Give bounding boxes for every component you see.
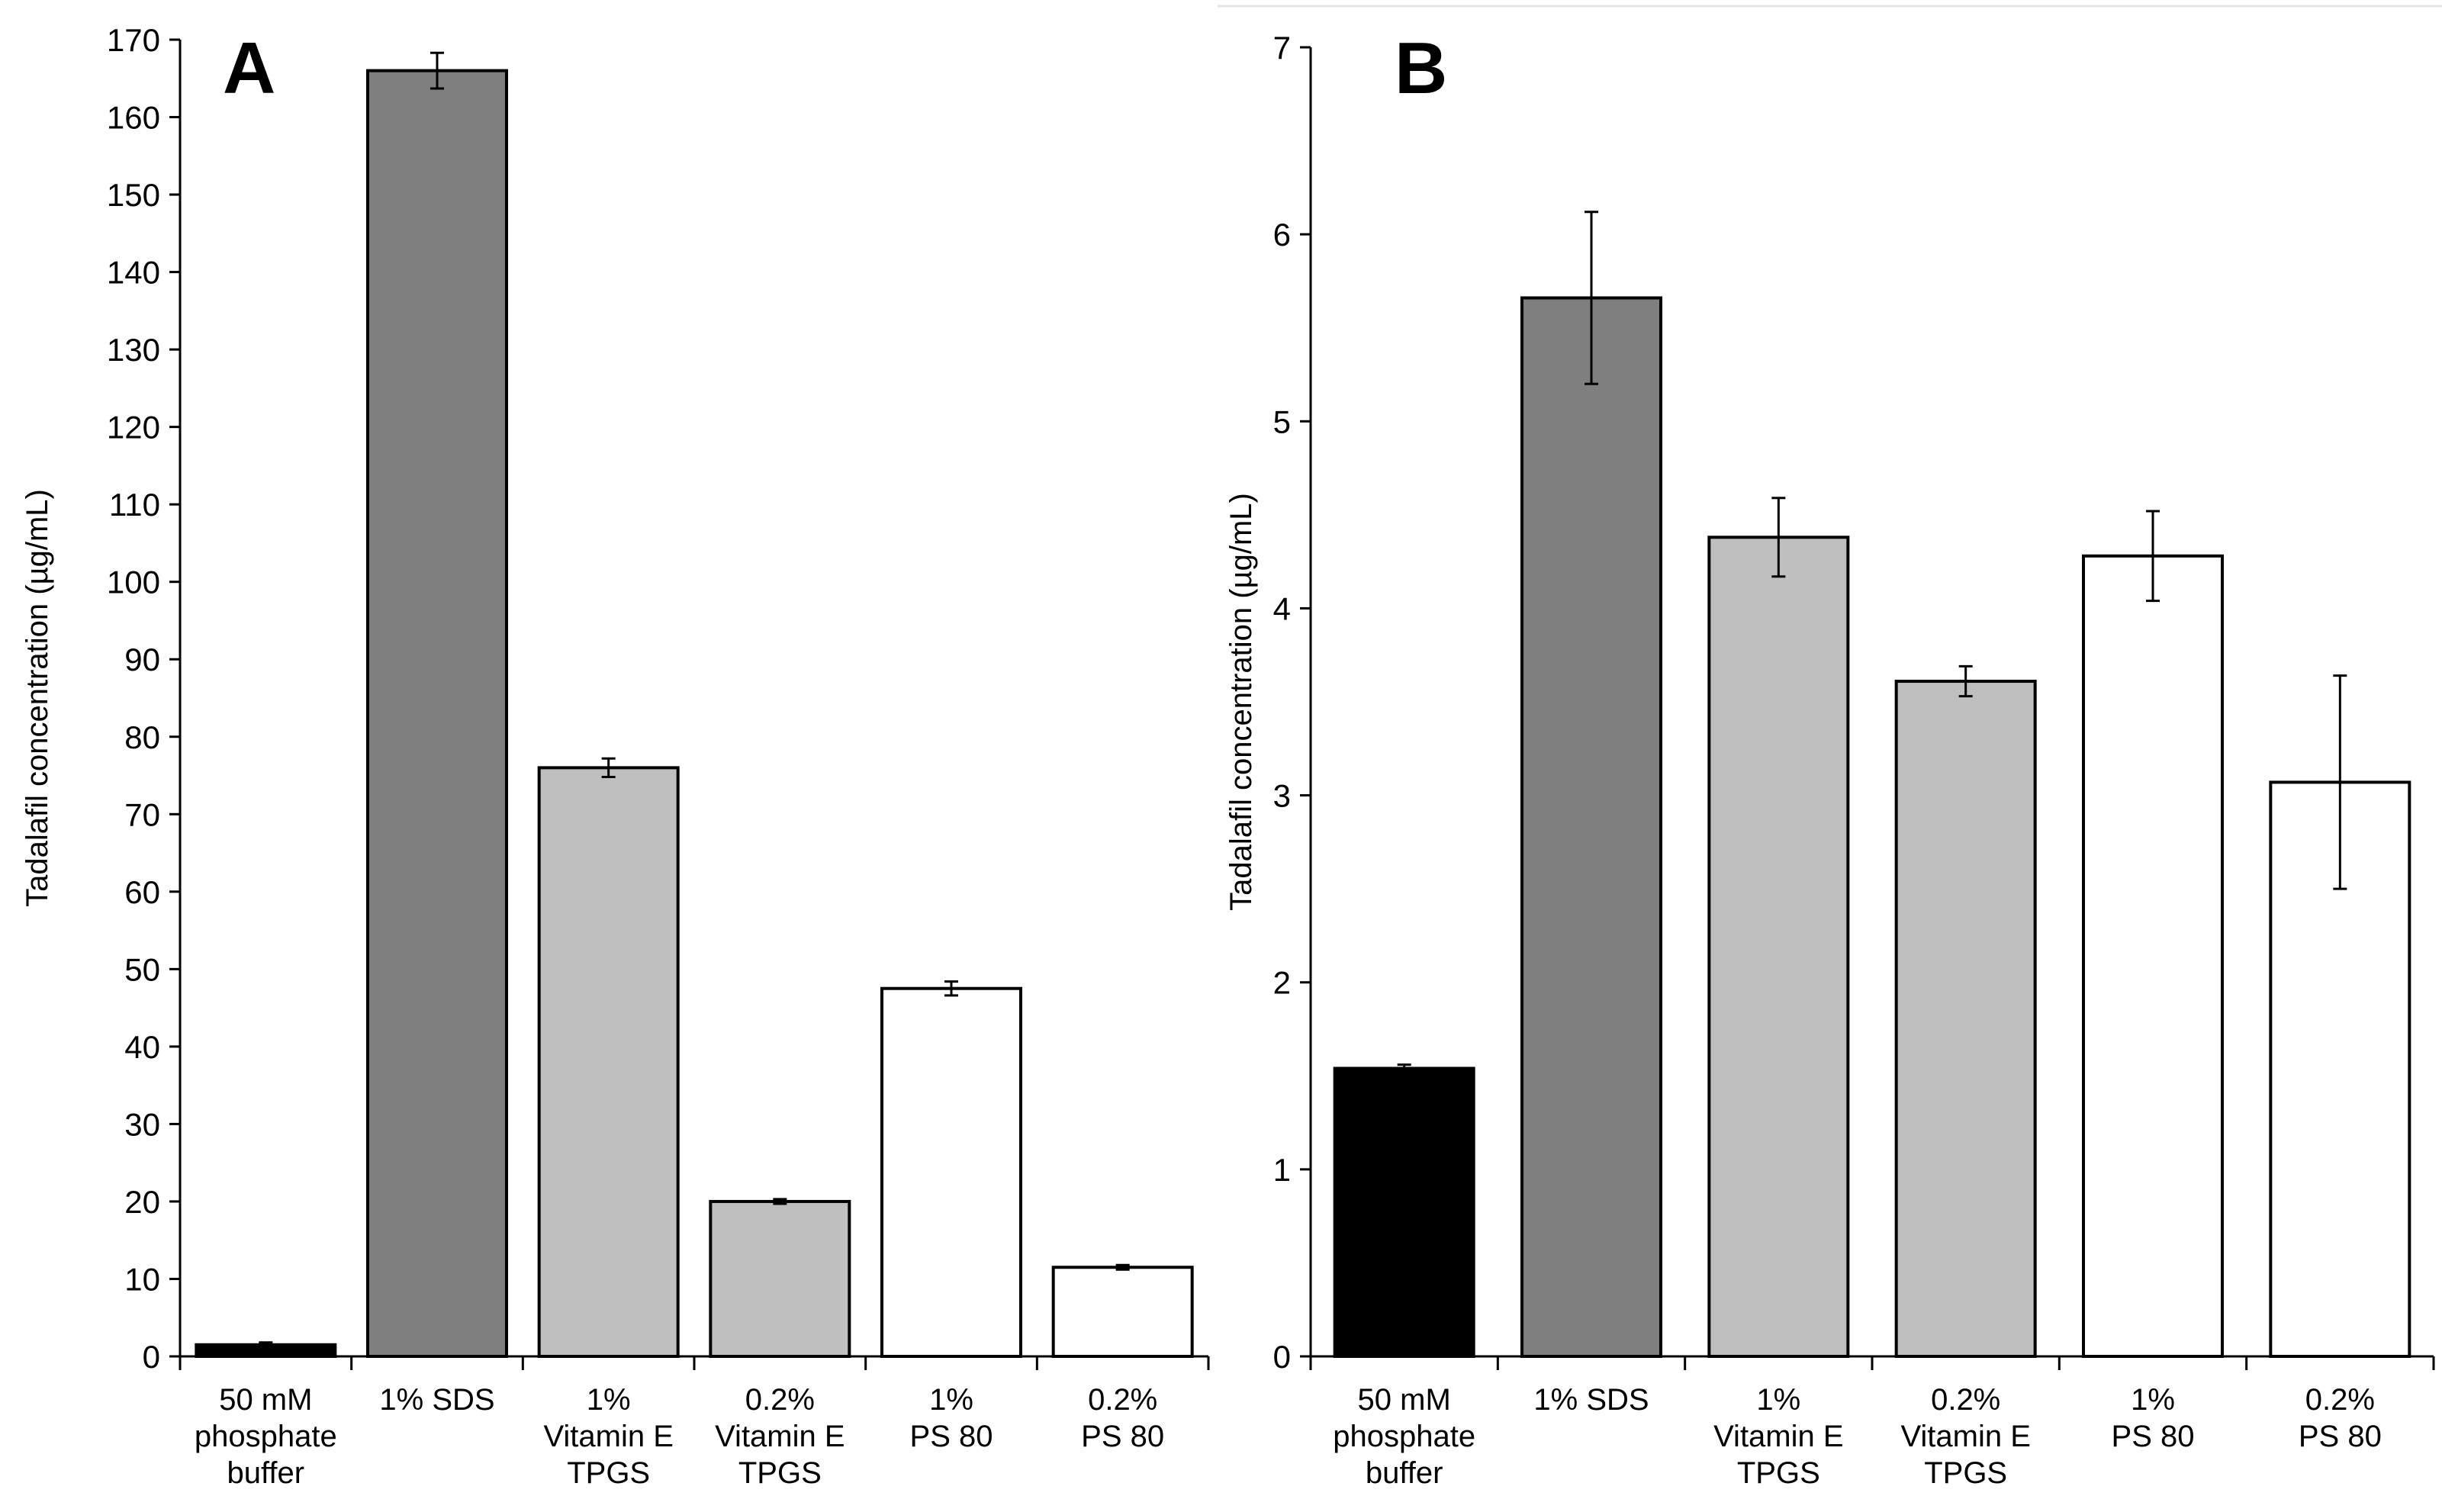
panel-b-error-bar xyxy=(1397,1063,1411,1073)
panel-b-category-label: 50 mM phosphate buffer xyxy=(1333,1383,1475,1490)
panel-b-y-tick-label: 6 xyxy=(1273,217,1291,253)
panel-b-y-tick-label: 7 xyxy=(1273,30,1291,66)
panel-b-bar xyxy=(1707,536,1850,1358)
panel-b-y-tick-label: 3 xyxy=(1273,778,1291,814)
panel-a-y-tick-label: 60 xyxy=(124,874,160,910)
panel-a-error-bar xyxy=(944,980,958,997)
panel-a-y-tick-label: 130 xyxy=(107,332,160,368)
panel-a-bar xyxy=(537,766,680,1358)
panel-a-y-tick-label: 80 xyxy=(124,719,160,755)
panel-b-error-bar xyxy=(1958,664,1973,698)
panel-a-y-tick-label: 0 xyxy=(143,1339,160,1375)
panel-a-error-bar xyxy=(773,1198,787,1205)
panel-a-letter: A xyxy=(223,27,275,109)
panel-a-y-axis-title: Tadalafil concentration (µg/mL) xyxy=(21,489,54,907)
panel-b-error-bar xyxy=(1771,497,1786,578)
panel-b-bar xyxy=(1894,680,2037,1358)
panel-b-y-tick-label: 1 xyxy=(1273,1152,1291,1188)
panel-a-category-label: 50 mM phosphate buffer xyxy=(195,1383,337,1490)
panel-a-y-tick-label: 160 xyxy=(107,100,160,136)
panel-a-y-tick-label: 110 xyxy=(109,487,160,523)
panel-a-category-label: 1% Vitamin E TPGS xyxy=(543,1383,673,1490)
panel-b-category-label: 0.2% Vitamin E TPGS xyxy=(1900,1383,2030,1490)
panel-a-category-label: 1% PS 80 xyxy=(910,1383,993,1453)
panel-b-y-tick-label: 4 xyxy=(1273,590,1291,626)
panel-a-error-bar xyxy=(1115,1263,1130,1271)
panel-b-y-tick-label: 2 xyxy=(1273,965,1291,1001)
panel-a-bar xyxy=(366,69,508,1358)
panel-a-category-label: 0.2% PS 80 xyxy=(1081,1383,1164,1453)
panel-a-bar xyxy=(1051,1266,1194,1359)
panel-a-error-bar xyxy=(430,51,444,90)
panel-a-y-tick-label: 40 xyxy=(124,1029,160,1065)
panel-b-bar xyxy=(2082,554,2224,1358)
panel-a-category-label: 1% SDS xyxy=(379,1383,494,1417)
panel-b-letter: B xyxy=(1395,27,1447,109)
panel-a-y-tick-label: 140 xyxy=(107,255,160,291)
panel-a-y-tick-label: 20 xyxy=(124,1184,160,1220)
panel-b-error-bar xyxy=(2146,510,2160,603)
panel-a-y-tick-label: 100 xyxy=(107,565,160,600)
chart-panel-b: 0 1 2 3 4 5 6 7 50 mM phosphate buffer 1% SDS 1% Vita… xyxy=(1224,27,2435,1490)
panel-a-y-tick-label: 170 xyxy=(107,22,160,58)
panel-a-bar xyxy=(709,1199,851,1358)
panel-b-y-tick-label: 0 xyxy=(1273,1339,1291,1375)
panel-a-y-tick-label: 30 xyxy=(124,1106,160,1142)
panel-b-category-label: 1% Vitamin E TPGS xyxy=(1713,1383,1843,1490)
panel-b-y-axis-title: Tadalafil concentration (µg/mL) xyxy=(1224,493,1258,911)
panel-b-category-label: 1% SDS xyxy=(1533,1383,1649,1417)
panel-a-y-tick-label: 10 xyxy=(124,1261,160,1297)
panel-a-error-bar xyxy=(601,757,616,779)
panel-a-y-tick-label: 150 xyxy=(107,177,160,213)
panel-a-y-tick-label: 120 xyxy=(107,410,160,446)
panel-b-bar xyxy=(1520,296,1662,1358)
panel-a-y-tick-label: 50 xyxy=(124,951,160,987)
panel-b-error-bar xyxy=(2333,674,2347,890)
panel-b-category-label: 0.2% PS 80 xyxy=(2299,1383,2382,1453)
panel-a-bar xyxy=(880,986,1022,1359)
panel-b-error-bar xyxy=(1585,211,1598,385)
panel-b-y-tick-label: 5 xyxy=(1273,404,1291,439)
panel-b-bar xyxy=(1333,1066,1475,1358)
panel-a-y-tick-label: 70 xyxy=(124,796,160,832)
panel-a-error-bar xyxy=(259,1341,273,1349)
panel-b-category-label: 1% PS 80 xyxy=(2112,1383,2195,1453)
chart-panel-a: 0 10 20 30 40 50 60 70 80 90 100 110 120 130 140 150 160… xyxy=(21,22,1210,1490)
panel-a-y-tick-label: 90 xyxy=(124,642,160,677)
panel-a-category-label: 0.2% Vitamin E TPGS xyxy=(715,1383,845,1490)
